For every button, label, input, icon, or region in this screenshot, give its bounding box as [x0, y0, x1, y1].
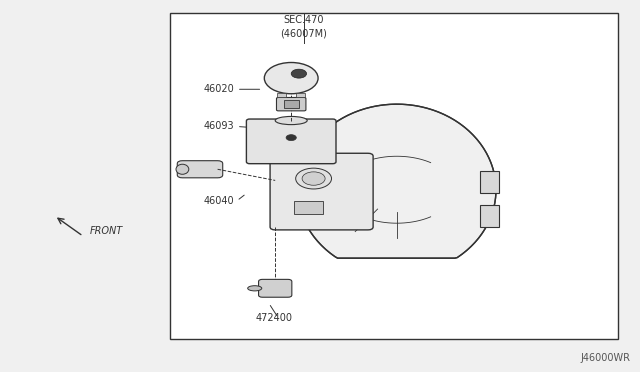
FancyBboxPatch shape — [259, 279, 292, 297]
Text: J46000WR: J46000WR — [580, 353, 630, 363]
Text: 46020: 46020 — [204, 84, 234, 94]
Bar — [277, 93, 286, 97]
Text: 46093: 46093 — [204, 122, 234, 131]
Text: 472400: 472400 — [256, 313, 293, 323]
Circle shape — [291, 69, 307, 78]
Text: FRONT: FRONT — [90, 226, 123, 235]
Ellipse shape — [275, 116, 307, 125]
Circle shape — [286, 135, 296, 141]
Text: 46040: 46040 — [204, 196, 234, 206]
Text: SEC.470
(46007M): SEC.470 (46007M) — [280, 15, 328, 38]
Circle shape — [264, 62, 318, 94]
Bar — [480, 171, 499, 193]
FancyBboxPatch shape — [177, 161, 223, 178]
FancyBboxPatch shape — [270, 153, 373, 230]
Circle shape — [302, 172, 325, 185]
Ellipse shape — [248, 286, 262, 291]
FancyBboxPatch shape — [276, 97, 306, 111]
FancyBboxPatch shape — [246, 119, 336, 164]
Ellipse shape — [176, 164, 189, 174]
Circle shape — [296, 168, 332, 189]
Bar — [296, 93, 305, 97]
Bar — [284, 100, 299, 108]
Bar — [170, 13, 618, 339]
Polygon shape — [298, 104, 496, 258]
Bar — [480, 205, 499, 227]
Bar — [294, 201, 323, 214]
